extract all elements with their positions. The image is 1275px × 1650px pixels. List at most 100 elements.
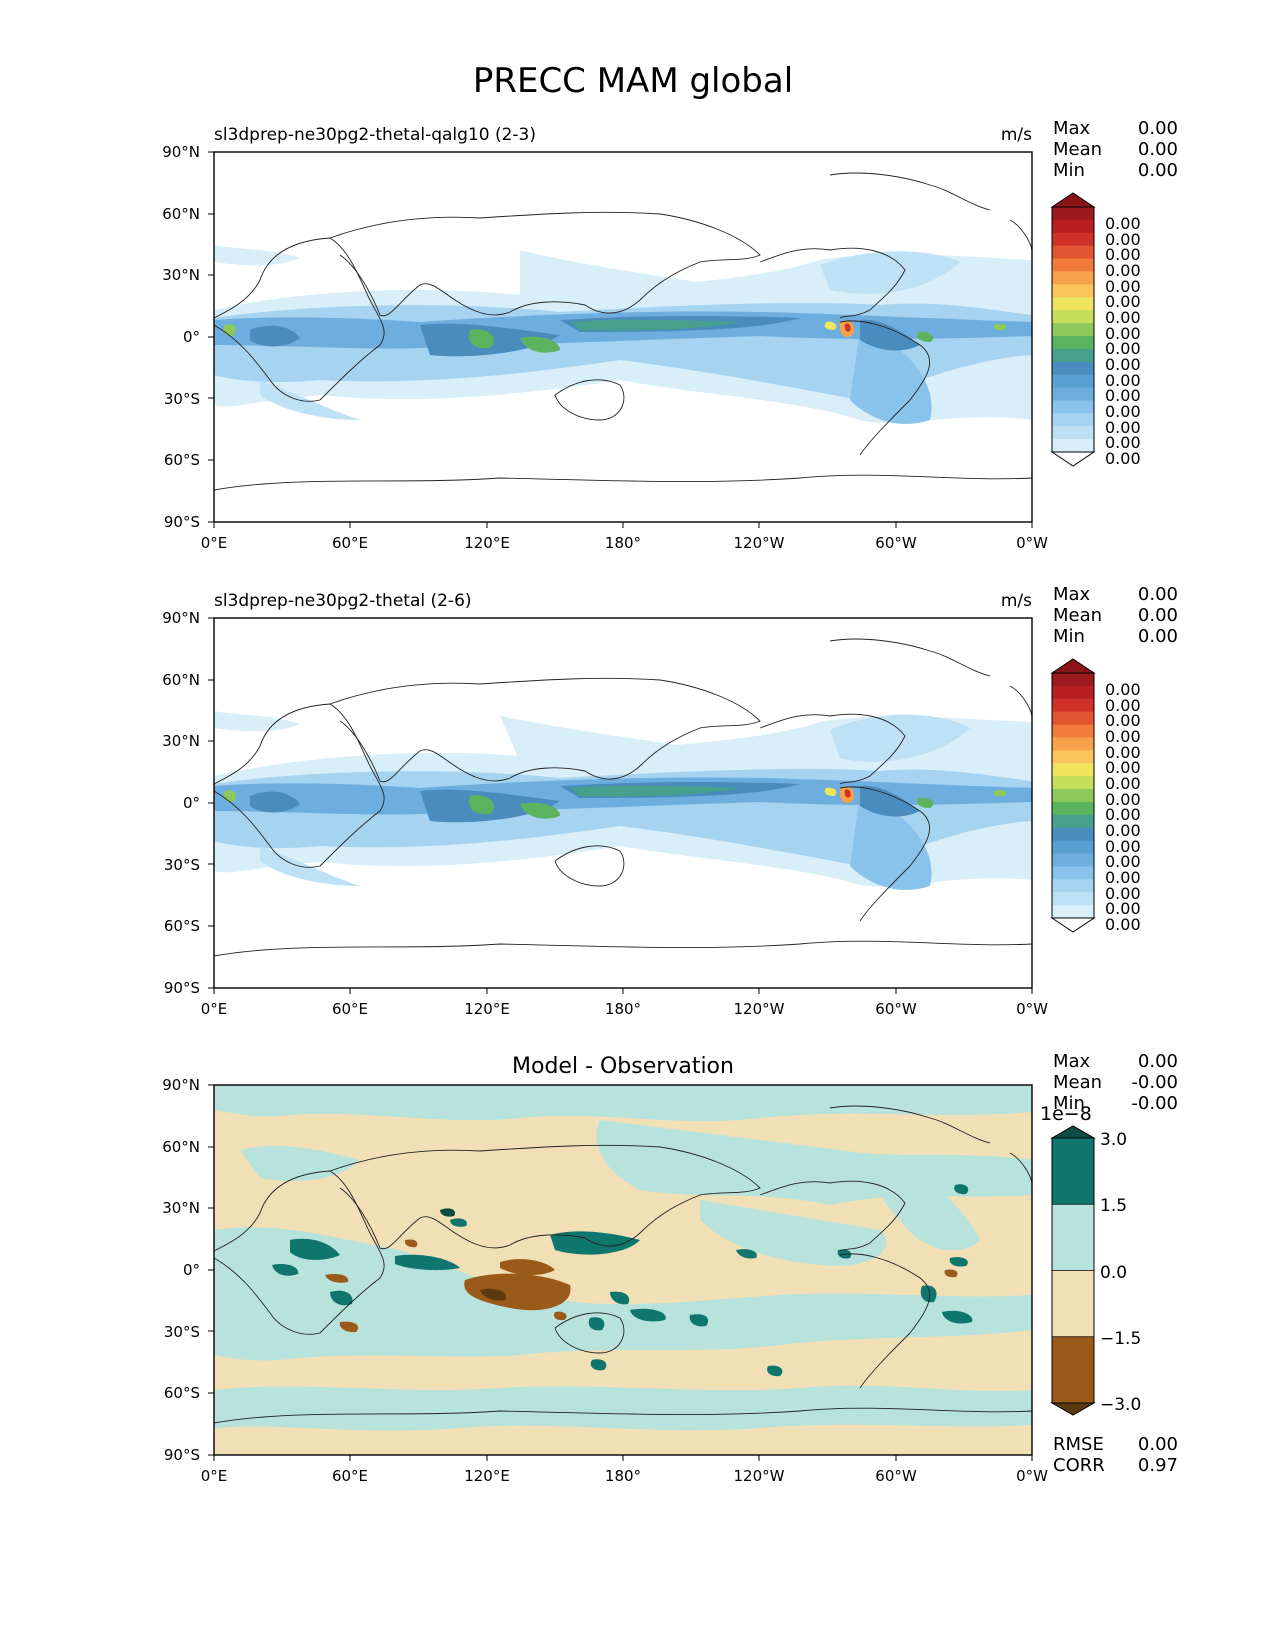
colorbar-segment [1052, 879, 1094, 893]
panel-2-colorbar-ticks: 0.00 0.00 0.00 0.00 0.00 0.00 0.00 0.00 … [1105, 680, 1141, 934]
colorbar-segment [1052, 685, 1094, 700]
panel-2-precip-field [214, 711, 1032, 890]
colorbar-tick-label: 0.00 [1105, 837, 1141, 856]
lat-tick-label: 60°N [162, 671, 200, 689]
colorbar-segment [1052, 750, 1094, 764]
colorbar-tick-label: 0.00 [1105, 261, 1141, 280]
lon-tick-label: 0°E [201, 1467, 228, 1485]
lat-tick-label: 90°S [164, 513, 200, 531]
lon-tick-label: 120°W [734, 534, 785, 552]
panel-3-metrics: RMSE 0.00 CORR 0.97 [1053, 1434, 1178, 1476]
colorbar-segment [1052, 827, 1094, 842]
lat-tick-label: 30°N [162, 1199, 200, 1217]
panel-1-precip-field [214, 245, 1032, 424]
panel-1: sl3dprep-ne30pg2-thetal-qalg10 (2-3) m/s… [162, 118, 1178, 552]
panel-1-max-value: 0.00 [1138, 118, 1178, 139]
colorbar-segment [1052, 711, 1094, 726]
lat-tick-label: 90°N [162, 1076, 200, 1094]
colorbar-tick-label: 0.00 [1105, 727, 1141, 746]
colorbar-segment [1052, 866, 1094, 880]
colorbar-tick-label: 0.00 [1105, 277, 1141, 296]
lon-tick-label: 0°W [1016, 534, 1048, 552]
lat-tick-label: 60°N [162, 1138, 200, 1156]
colorbar-tick-label: 0.00 [1105, 758, 1141, 777]
lon-tick-label: 60°E [332, 534, 368, 552]
colorbar-segment [1052, 387, 1094, 401]
lon-tick-label: 120°E [464, 1467, 510, 1485]
colorbar-segment [1052, 232, 1094, 247]
panel-3-min-value: -0.00 [1131, 1093, 1178, 1114]
panel-3-colorbar-offset: 1e−8 [1040, 1103, 1092, 1125]
lon-tick-label: 120°W [734, 1467, 785, 1485]
panel-3-mean-label: Mean [1053, 1072, 1102, 1093]
panel-2-max-label: Max [1053, 584, 1091, 605]
lat-tick-label: 30°N [162, 266, 200, 284]
lat-tick-label: 60°S [164, 451, 200, 469]
lon-tick-label: 60°E [332, 1467, 368, 1485]
colorbar-segment [1052, 801, 1094, 816]
colorbar-tick-label: 0.00 [1105, 899, 1141, 918]
lon-tick-label: 60°W [875, 534, 917, 552]
colorbar-extend-min [1050, 917, 1096, 933]
colorbar-frame [1051, 672, 1095, 919]
colorbar-segment [1052, 840, 1094, 855]
panel-1-coastlines [214, 172, 1032, 491]
colorbar-tick-label: 1.5 [1100, 1196, 1127, 1216]
panel-3-max-value: 0.00 [1138, 1051, 1178, 1072]
lon-tick-label: 120°E [464, 1000, 510, 1018]
panel-2-mean-label: Mean [1053, 605, 1102, 626]
colorbar-segment [1052, 814, 1094, 829]
panel-2-mean-value: 0.00 [1138, 605, 1178, 626]
figure-title: PRECC MAM global [473, 61, 793, 101]
colorbar-segment [1052, 413, 1094, 427]
colorbar-tick-label: 0.00 [1105, 868, 1141, 887]
lon-tick-label: 120°W [734, 1000, 785, 1018]
lon-tick-label: 0°E [201, 534, 228, 552]
panel-1-title: sl3dprep-ne30pg2-thetal-qalg10 (2-3) [214, 125, 536, 145]
panel-3-min-label: Min [1053, 1093, 1085, 1114]
colorbar-segment [1052, 1204, 1094, 1271]
panel-1-colorbar: 0.00 0.00 0.00 0.00 0.00 0.00 0.00 0.00 … [1050, 192, 1141, 468]
panel-3: Model - Observation Max 0.00 Mean -0.00 … [162, 1051, 1178, 1485]
panel-3-colorbar: 1e−8 3.0 1.5 0.0 −1.5 −3.0 [1040, 1103, 1141, 1416]
lon-tick-label: 0°W [1016, 1467, 1048, 1485]
colorbar-tick-label: 0.00 [1105, 680, 1141, 699]
colorbar-segment [1052, 1336, 1094, 1404]
colorbar-segment [1052, 348, 1094, 363]
colorbar-extend-max [1050, 658, 1096, 674]
colorbar-segment [1052, 335, 1094, 350]
colorbar-segment [1052, 310, 1094, 324]
panel-2-units: m/s [1001, 591, 1032, 611]
panel-1-stats: Max 0.00 Mean 0.00 Min 0.00 [1053, 118, 1178, 181]
colorbar-tick-label: 0.00 [1105, 324, 1141, 343]
panel-3-mean-value: -0.00 [1131, 1072, 1178, 1093]
colorbar-tick-label: 0.00 [1105, 418, 1141, 437]
colorbar-tick-label: 0.00 [1105, 402, 1141, 421]
colorbar-tick-label: 0.00 [1105, 915, 1141, 934]
lat-tick-label: 90°N [162, 609, 200, 627]
colorbar-tick-label: 0.00 [1105, 355, 1141, 374]
panel-2-min-value: 0.00 [1138, 626, 1178, 647]
colorbar-extend-max [1050, 1125, 1096, 1139]
panel-2-lon-ticks: 0°E 60°E 120°E 180° 120°W 60°W 0°W [201, 1000, 1048, 1018]
lon-tick-label: 0°E [201, 1000, 228, 1018]
colorbar-tick-label: −3.0 [1100, 1395, 1141, 1415]
colorbar-segment [1052, 724, 1094, 738]
panel-1-min-label: Min [1053, 160, 1085, 181]
colorbar-segment [1052, 400, 1094, 414]
colorbar-tick-label: 3.0 [1100, 1130, 1127, 1150]
corr-label: CORR [1053, 1455, 1105, 1476]
colorbar-segment [1052, 763, 1094, 777]
colorbar-segment [1052, 892, 1094, 906]
panel-3-lon-ticks: 0°E 60°E 120°E 180° 120°W 60°W 0°W [201, 1467, 1048, 1485]
panel-1-map [214, 152, 1032, 522]
colorbar-tick-label: 0.00 [1105, 339, 1141, 358]
panel-2-coastlines [214, 638, 1032, 957]
panel-2: sl3dprep-ne30pg2-thetal (2-6) m/s Max 0.… [162, 584, 1178, 1018]
colorbar-tick-label: 0.00 [1105, 449, 1141, 468]
colorbar-tick-label: 0.00 [1105, 214, 1141, 233]
colorbar-tick-label: −1.5 [1100, 1329, 1141, 1349]
panel-2-min-label: Min [1053, 626, 1085, 647]
colorbar-tick-label: 0.00 [1105, 371, 1141, 390]
panel-1-lon-ticks: 0°E 60°E 120°E 180° 120°W 60°W 0°W [201, 534, 1048, 552]
